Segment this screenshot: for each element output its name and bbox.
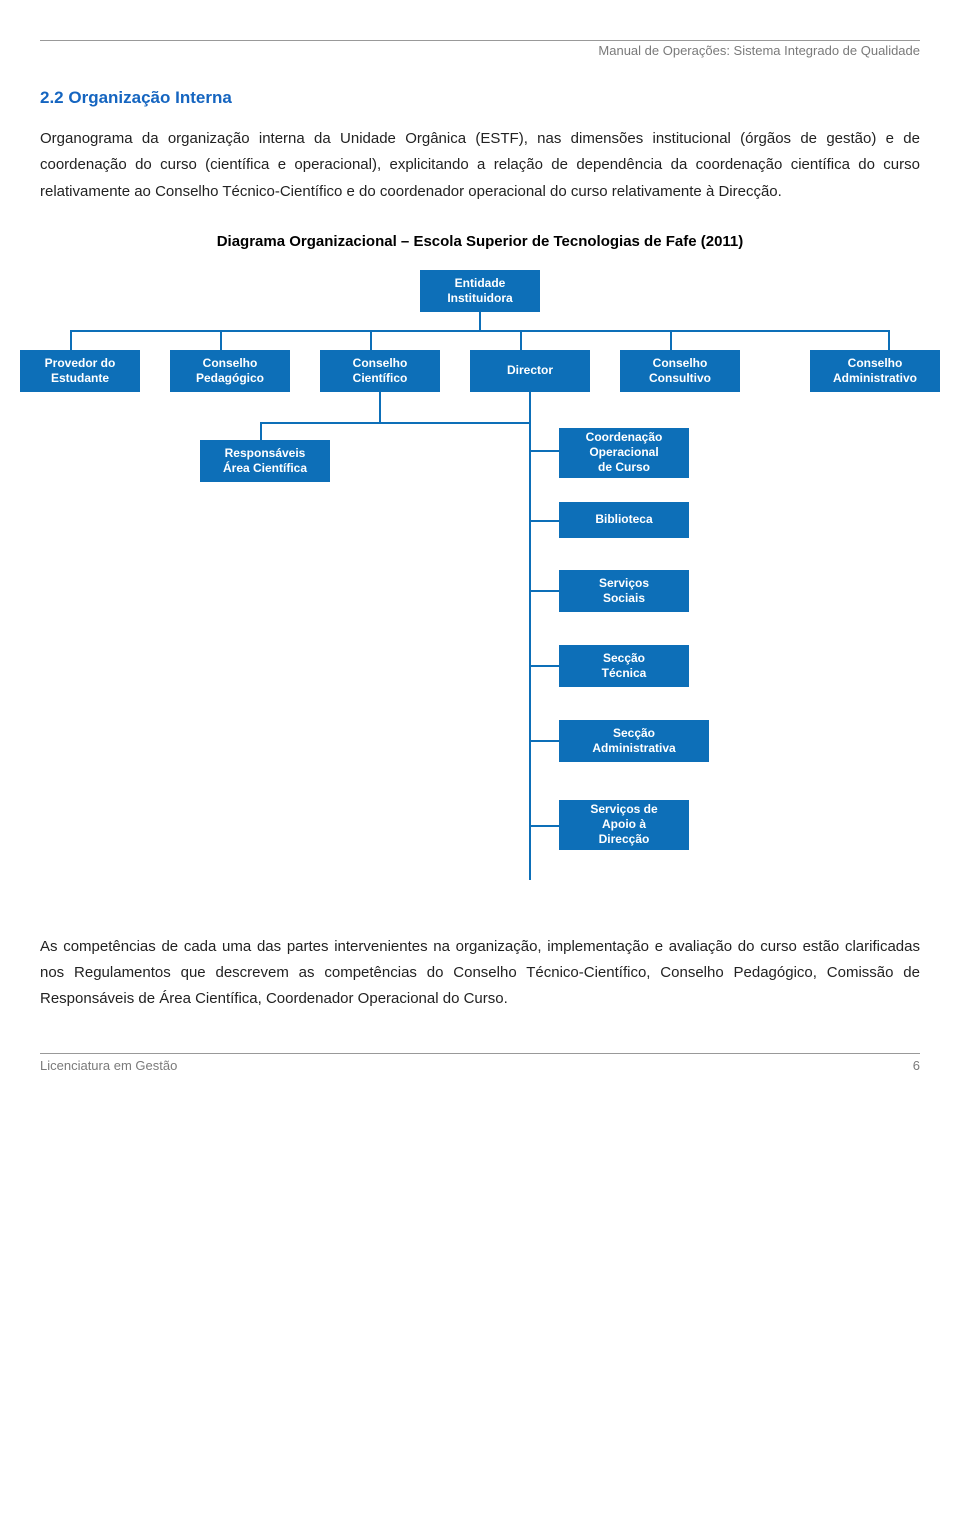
footer-rule xyxy=(40,1053,920,1054)
node-biblioteca: Biblioteca xyxy=(559,502,689,538)
node-conselho-cientifico: Conselho Científico xyxy=(320,350,440,392)
intro-paragraph: Organograma da organização interna da Un… xyxy=(40,126,920,205)
node-entidade: Entidade Instituidora xyxy=(420,270,540,312)
closing-paragraph: As competências de cada uma das partes i… xyxy=(40,934,920,1013)
node-responsaveis-area: Responsáveis Área Científica xyxy=(200,440,330,482)
node-seccao-administrativa: Secção Administrativa xyxy=(559,720,709,762)
section-title: 2.2 Organização Interna xyxy=(40,88,920,108)
page-header: Manual de Operações: Sistema Integrado d… xyxy=(40,43,920,58)
node-coordenacao-operacional: Coordenação Operacional de Curso xyxy=(559,428,689,478)
node-provedor-estudante: Provedor do Estudante xyxy=(20,350,140,392)
header-rule xyxy=(40,40,920,41)
footer-left: Licenciatura em Gestão xyxy=(40,1058,177,1073)
node-conselho-consultivo: Conselho Consultivo xyxy=(620,350,740,392)
node-seccao-tecnica: Secção Técnica xyxy=(559,645,689,687)
node-servicos-apoio-direccao: Serviços de Apoio à Direcção xyxy=(559,800,689,850)
node-conselho-administrativo: Conselho Administrativo xyxy=(810,350,940,392)
node-conselho-pedagogico: Conselho Pedagógico xyxy=(170,350,290,392)
node-director: Director xyxy=(470,350,590,392)
footer-page-number: 6 xyxy=(913,1058,920,1073)
node-servicos-sociais: Serviços Sociais xyxy=(559,570,689,612)
diagram-title: Diagrama Organizacional – Escola Superio… xyxy=(40,233,920,250)
org-chart: Entidade Instituidora Provedor do Estuda… xyxy=(40,270,920,910)
